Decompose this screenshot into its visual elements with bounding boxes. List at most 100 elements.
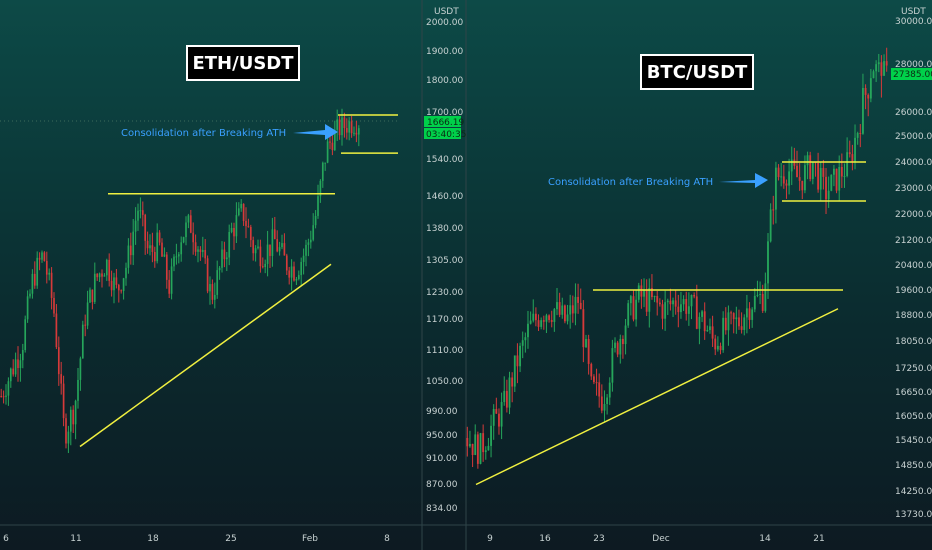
candle-body <box>558 302 561 315</box>
candle-body <box>798 177 801 181</box>
price-tick-label: 1800.00 <box>426 76 463 86</box>
candle-body <box>534 313 537 321</box>
price-tick-label: 2000.00 <box>426 18 463 28</box>
candle-body <box>833 168 835 175</box>
candle-body <box>96 273 99 278</box>
candle-body <box>302 255 305 262</box>
candle-body <box>9 368 12 382</box>
candle-body <box>782 176 785 184</box>
candle-body <box>0 396 3 397</box>
candle-body <box>307 242 310 245</box>
btc-price-axis[interactable]: 30000.0028000.0027000.0026000.0025000.00… <box>895 17 932 520</box>
candle-body <box>235 215 238 237</box>
candle-body <box>587 338 590 364</box>
candle-body <box>338 119 341 136</box>
candle-body <box>105 259 108 276</box>
candle-body <box>79 358 82 380</box>
candle-body <box>505 390 508 408</box>
price-tick-label: 23000.00 <box>895 184 932 194</box>
candle-body <box>213 294 216 300</box>
candle-body <box>201 250 204 253</box>
btc-currency-label: USDT <box>901 7 926 17</box>
candle-body <box>869 78 872 99</box>
candle-body <box>84 324 87 326</box>
candle-body <box>206 258 209 292</box>
candle-body <box>199 249 202 253</box>
btc-title-box: BTC/USDT <box>640 54 754 90</box>
eth-chart-panel[interactable] <box>0 108 398 454</box>
eth-time-axis[interactable]: 6 11 18 25 Feb 8 <box>3 534 390 544</box>
candle-body <box>50 272 53 298</box>
candle-body <box>269 244 271 256</box>
price-tick-label: 20400.00 <box>895 261 932 271</box>
candle-body <box>777 167 780 178</box>
eth-price-axis[interactable]: 2000.00 1900.00 1800.00 1700.00 1540.00 1460.… <box>426 18 463 514</box>
price-tick-label: 1700.00 <box>426 108 463 118</box>
price-tick-label: 870.00 <box>426 480 458 490</box>
candle-body <box>479 433 482 464</box>
candle-body <box>233 227 235 237</box>
candle-body <box>230 227 233 232</box>
candle-body <box>168 279 171 294</box>
candle-body <box>714 338 717 350</box>
candle-body <box>563 305 566 322</box>
btc-annotation: Consolidation after Breaking ATH <box>548 177 713 188</box>
candle-body <box>476 434 479 464</box>
candle-body <box>867 94 870 99</box>
candle-body <box>38 257 41 260</box>
candle-body <box>856 133 859 138</box>
eth-price-tag: 1666.19 03:40:35 <box>424 116 466 140</box>
candle-body <box>759 294 762 296</box>
candle-body <box>41 252 43 260</box>
candle-body <box>122 278 125 291</box>
candle-body <box>490 425 492 446</box>
candle-body <box>614 342 616 349</box>
date-tick-label: 25 <box>225 534 236 544</box>
btc-time-axis[interactable]: 9 16 23 Dec 14 21 <box>487 534 825 544</box>
candle-body <box>590 363 593 377</box>
candle-body <box>29 293 31 297</box>
candle-body <box>14 359 17 375</box>
candle-body <box>521 340 524 346</box>
candle-body <box>859 133 862 135</box>
candle-body <box>838 166 841 191</box>
candle-body <box>674 300 677 307</box>
candle-body <box>271 229 274 256</box>
candle-body <box>706 329 709 332</box>
candle-body <box>276 239 279 252</box>
candle-body <box>629 296 632 304</box>
candle-body <box>508 377 511 408</box>
candle-body <box>751 309 754 320</box>
candle-body <box>569 305 572 315</box>
candle-body <box>542 320 545 322</box>
candle-body <box>283 243 286 256</box>
candle-body <box>161 242 163 257</box>
eth-candles <box>0 108 360 454</box>
candle-body <box>843 175 846 177</box>
candle-body <box>93 273 96 302</box>
btc-candles <box>466 47 888 469</box>
btc-chart-panel[interactable] <box>466 47 888 486</box>
candle-body <box>209 284 211 292</box>
candle-body <box>55 313 58 348</box>
price-tick-label: 1170.00 <box>426 315 463 325</box>
candle-body <box>36 257 39 286</box>
candle-body <box>769 209 772 242</box>
candle-body <box>158 232 161 243</box>
candle-body <box>252 240 255 254</box>
candle-body <box>173 256 175 267</box>
eth-timer-label: 03:40:35 <box>426 130 466 140</box>
candle-body <box>69 409 72 432</box>
price-tick-label: 24000.00 <box>895 158 932 168</box>
candle-body <box>513 355 516 387</box>
price-tick-label: 15450.00 <box>895 436 932 446</box>
candle-body <box>314 215 317 226</box>
candle-body <box>817 163 820 190</box>
candle-body <box>21 350 24 361</box>
candle-body <box>482 433 485 453</box>
candle-body <box>156 232 159 262</box>
candle-body <box>687 306 690 314</box>
btc-annotation-arrow <box>719 173 768 188</box>
candle-body <box>664 302 667 319</box>
candle-body <box>790 159 793 172</box>
